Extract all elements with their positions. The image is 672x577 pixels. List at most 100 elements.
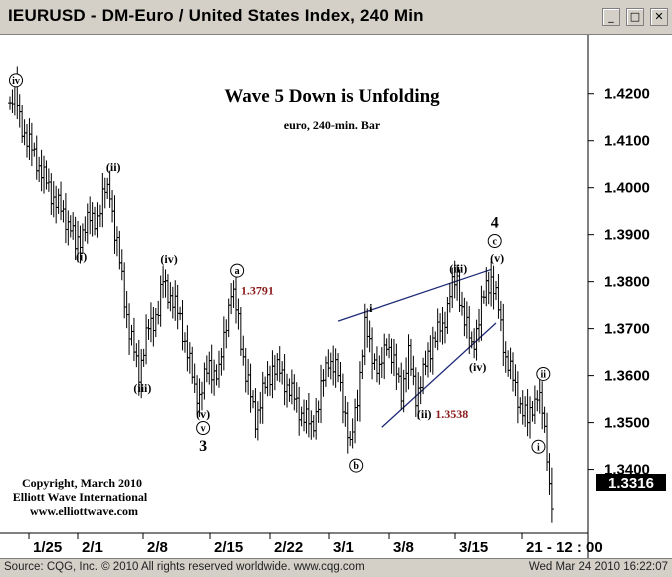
ohlc-bar	[231, 280, 236, 308]
ohlc-bar	[331, 345, 336, 386]
y-tick-label: 1.3800	[604, 274, 650, 291]
ohlc-bar	[253, 388, 258, 439]
minimize-button[interactable]: _	[602, 8, 620, 26]
x-tick-label: 1/25	[33, 539, 62, 556]
y-tick-label: 1.3900	[604, 227, 650, 244]
ohlc-bar	[336, 353, 341, 383]
y-tick-label: 1.3600	[604, 368, 650, 385]
ohlc-bar	[518, 397, 523, 414]
ohlc-bar	[445, 296, 450, 334]
ohlc-bar	[382, 333, 387, 380]
ohlc-bar	[56, 188, 61, 214]
price-bars	[8, 66, 554, 523]
ohlc-bar	[204, 355, 209, 383]
x-tick-label: 2/8	[147, 539, 168, 556]
ohlc-bar	[374, 346, 379, 383]
ohlc-bar	[513, 364, 518, 397]
ohlc-bar	[68, 215, 73, 238]
ohlc-bar	[272, 354, 277, 391]
ohlc-bar	[515, 371, 520, 424]
wave-label: (i)	[76, 250, 87, 264]
ohlc-bar	[246, 358, 251, 395]
wave-label-circle	[9, 73, 23, 88]
ohlc-bar	[243, 347, 248, 393]
ohlc-bar	[528, 396, 533, 439]
ohlc-bar	[175, 284, 180, 330]
chart-title: Wave 5 Down is Unfolding	[224, 86, 440, 107]
close-button[interactable]: ✕	[650, 8, 668, 26]
ohlc-bar	[350, 418, 355, 449]
ohlc-bar	[345, 401, 350, 454]
ohlc-bar	[29, 122, 34, 167]
ohlc-bar	[309, 410, 314, 440]
x-tick-label: 2/22	[274, 539, 303, 556]
ohlc-bar	[46, 168, 51, 192]
last-price-box	[596, 474, 666, 491]
close-icon: ✕	[654, 10, 664, 23]
ohlc-bar	[285, 373, 290, 408]
ohlc-bar	[486, 271, 491, 305]
ohlc-bar	[394, 343, 399, 391]
ohlc-bar	[165, 274, 170, 309]
ohlc-bar	[306, 392, 311, 438]
ohlc-bar	[107, 170, 112, 208]
ohlc-bar	[484, 267, 489, 307]
ohlc-bar	[289, 369, 294, 405]
ohlc-bar	[506, 350, 511, 377]
y-tick-label: 1.3500	[604, 415, 650, 432]
ohlc-bar	[34, 135, 39, 180]
ohlc-bar	[37, 156, 42, 183]
ohlc-bar	[353, 398, 358, 444]
ohlc-bar	[219, 347, 224, 376]
ohlc-bar	[530, 400, 535, 422]
wave-label: ii	[541, 369, 547, 380]
last-price-label: 1.3316	[608, 475, 654, 492]
ohlc-bar	[212, 359, 217, 396]
ohlc-bar	[17, 94, 22, 128]
ohlc-bar	[251, 390, 255, 409]
ohlc-bar	[438, 313, 443, 343]
ohlc-bar	[280, 361, 285, 385]
ohlc-bar	[224, 319, 229, 349]
wave-label: (ii)	[106, 160, 121, 174]
ohlc-bar	[187, 342, 192, 374]
ohlc-bar	[22, 119, 27, 146]
ohlc-bar	[180, 299, 185, 351]
ohlc-bar	[66, 210, 71, 246]
ohlc-bar	[411, 355, 416, 386]
wave-label-circle	[487, 234, 502, 249]
ohlc-bar	[131, 317, 136, 362]
ohlc-bar	[479, 285, 484, 341]
ohlc-bar	[61, 200, 66, 223]
ohlc-bar	[90, 202, 95, 237]
ohlc-bar	[270, 350, 275, 399]
ohlc-bar	[141, 348, 146, 367]
price-chart: 1.4200 1.4100 1.4000 1.3900 1.3800 1.3700 1.36…	[0, 35, 666, 558]
ohlc-bar	[127, 303, 132, 355]
ohlc-bar	[428, 335, 433, 373]
ohlc-bar	[396, 367, 401, 383]
ohlc-bar	[328, 352, 333, 380]
ohlc-bar	[229, 283, 234, 315]
ohlc-bar	[282, 354, 287, 406]
ohlc-bar	[214, 364, 219, 386]
maximize-button[interactable]: □	[626, 8, 644, 26]
source-text: Source: CQG, Inc. © 2010 All rights rese…	[4, 561, 365, 573]
wave-label: (iv)	[160, 252, 177, 266]
wave-label: (iv)	[469, 360, 486, 374]
ohlc-bar	[170, 286, 175, 319]
ohlc-bar	[425, 342, 430, 378]
ohlc-bar	[233, 273, 238, 324]
ohlc-bar	[302, 399, 307, 432]
ohlc-bar	[520, 390, 525, 425]
ohlc-bar	[25, 123, 30, 158]
ohlc-bar	[496, 273, 501, 319]
ohlc-bar	[54, 185, 59, 224]
ohlc-bar	[114, 226, 119, 257]
ohlc-bar	[372, 353, 377, 370]
ohlc-bar	[489, 260, 494, 307]
wave-label: iv	[12, 76, 20, 87]
ohlc-bar	[168, 282, 173, 312]
ohlc-bar	[511, 352, 516, 392]
ohlc-bar	[49, 173, 54, 215]
